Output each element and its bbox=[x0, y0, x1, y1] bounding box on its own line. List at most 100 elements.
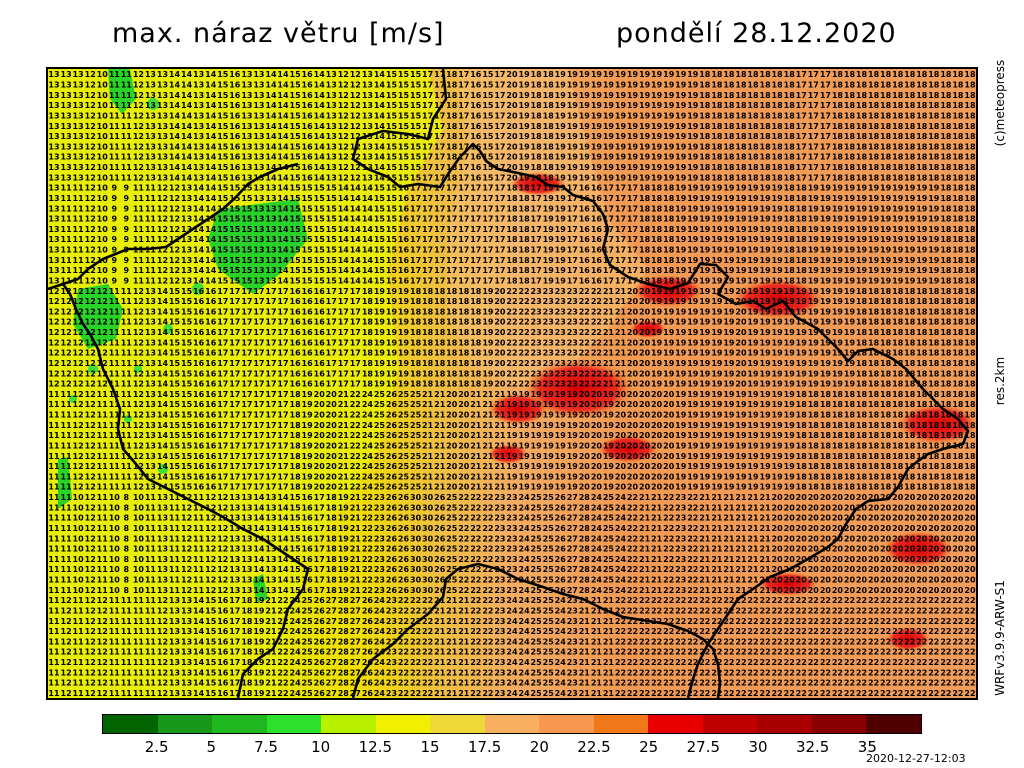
gust-value: 19 bbox=[784, 338, 796, 347]
gust-value: 12 bbox=[73, 390, 84, 399]
gust-value: 17 bbox=[229, 596, 240, 605]
gust-value: 27 bbox=[567, 555, 578, 564]
gust-value: 19 bbox=[772, 421, 784, 430]
gust-value: 20 bbox=[892, 565, 904, 574]
gust-value: 12 bbox=[97, 318, 108, 327]
gust-value: 11 bbox=[48, 576, 60, 585]
gust-value: 14 bbox=[157, 349, 169, 358]
gust-value: 13 bbox=[145, 411, 156, 420]
gust-value: 12 bbox=[73, 318, 84, 327]
gust-value: 24 bbox=[615, 545, 627, 554]
gust-value: 12 bbox=[157, 627, 168, 636]
gust-value: 19 bbox=[711, 349, 723, 358]
gust-value: 13 bbox=[265, 277, 276, 286]
gust-value: 21 bbox=[615, 287, 627, 296]
gust-value: 23 bbox=[386, 668, 397, 677]
gust-value: 18 bbox=[916, 472, 928, 481]
gust-value: 20 bbox=[892, 555, 904, 564]
gust-value: 21 bbox=[422, 483, 434, 492]
gust-value: 17 bbox=[229, 637, 240, 646]
gust-value: 25 bbox=[603, 534, 615, 543]
gust-value: 16 bbox=[302, 338, 314, 347]
gust-value: 18 bbox=[964, 122, 976, 131]
gust-value: 15 bbox=[410, 122, 422, 131]
gust-value: 16 bbox=[314, 287, 326, 296]
gust-value: 20 bbox=[880, 493, 892, 502]
gust-value: 18 bbox=[904, 431, 916, 440]
gust-value: 21 bbox=[338, 390, 350, 399]
gust-value: 22 bbox=[952, 617, 963, 626]
gust-value: 22 bbox=[747, 627, 758, 636]
gust-value: 18 bbox=[699, 112, 711, 121]
gust-value: 20 bbox=[892, 524, 904, 533]
gust-value: 19 bbox=[675, 307, 687, 316]
gust-value: 18 bbox=[844, 142, 856, 151]
gust-value: 19 bbox=[591, 112, 603, 121]
gust-value: 19 bbox=[687, 287, 699, 296]
gust-value: 16 bbox=[193, 483, 205, 492]
gust-value: 14 bbox=[253, 545, 265, 554]
gust-value: 19 bbox=[772, 194, 784, 203]
gust-value: 18 bbox=[868, 369, 880, 378]
gust-value: 11 bbox=[193, 576, 205, 585]
gust-value: 19 bbox=[820, 225, 832, 234]
gust-value: 24 bbox=[519, 596, 531, 605]
gust-value: 19 bbox=[603, 483, 615, 492]
gust-value: 18 bbox=[808, 400, 820, 409]
gust-value: 12 bbox=[350, 70, 361, 79]
gust-value: 17 bbox=[615, 204, 626, 213]
gust-value: 14 bbox=[277, 493, 289, 502]
gust-value: 17 bbox=[494, 142, 505, 151]
gust-value: 18 bbox=[892, 390, 904, 399]
gust-value: 12 bbox=[61, 658, 72, 667]
gust-value: 17 bbox=[217, 400, 228, 409]
gust-value: 23 bbox=[494, 524, 505, 533]
gust-value: 23 bbox=[531, 380, 542, 389]
gust-value: 15 bbox=[398, 70, 410, 79]
gust-value: 22 bbox=[880, 679, 891, 688]
gust-value: 20 bbox=[880, 534, 892, 543]
gust-value: 25 bbox=[410, 411, 422, 420]
gust-value: 22 bbox=[699, 627, 710, 636]
gust-value: 19 bbox=[711, 359, 723, 368]
gust-value: 11 bbox=[169, 534, 181, 543]
gust-value: 13 bbox=[145, 153, 156, 162]
gust-value: 25 bbox=[543, 555, 555, 564]
gust-value: 27 bbox=[326, 617, 337, 626]
gust-value: 30 bbox=[422, 545, 434, 554]
gust-value: 24 bbox=[290, 658, 302, 667]
gust-value: 14 bbox=[338, 184, 350, 193]
gust-value: 17 bbox=[229, 668, 240, 677]
gust-value: 20 bbox=[844, 493, 856, 502]
gust-value: 14 bbox=[374, 142, 386, 151]
gust-value: 21 bbox=[723, 493, 735, 502]
gust-value: 20 bbox=[735, 297, 747, 306]
gust-value: 12 bbox=[85, 349, 96, 358]
gust-value: 18 bbox=[422, 359, 434, 368]
gust-value: 11 bbox=[48, 411, 60, 420]
gust-value: 22 bbox=[675, 637, 686, 646]
gust-value: 19 bbox=[796, 318, 808, 327]
gust-value: 18 bbox=[446, 153, 458, 162]
gust-value: 13 bbox=[181, 689, 192, 698]
gust-value: 12 bbox=[85, 266, 96, 275]
gust-value: 12 bbox=[73, 287, 84, 296]
gust-value: 18 bbox=[362, 328, 374, 337]
gust-value: 23 bbox=[374, 514, 385, 523]
gust-value: 22 bbox=[723, 627, 734, 636]
gust-value: 18 bbox=[506, 225, 518, 234]
gust-value: 12 bbox=[217, 534, 228, 543]
gust-value: 11 bbox=[48, 493, 60, 502]
gust-value: 15 bbox=[229, 256, 241, 265]
gust-value: 18 bbox=[964, 421, 976, 430]
gust-value: 13 bbox=[362, 101, 373, 110]
gust-value: 27 bbox=[567, 514, 578, 523]
gust-value: 17 bbox=[229, 462, 240, 471]
gust-value: 19 bbox=[506, 472, 518, 481]
gust-value: 18 bbox=[892, 142, 904, 151]
gust-value: 22 bbox=[844, 689, 855, 698]
gust-value: 14 bbox=[205, 184, 217, 193]
gust-value: 22 bbox=[458, 565, 469, 574]
gust-value: 18 bbox=[832, 483, 844, 492]
gust-value: 14 bbox=[314, 112, 326, 121]
